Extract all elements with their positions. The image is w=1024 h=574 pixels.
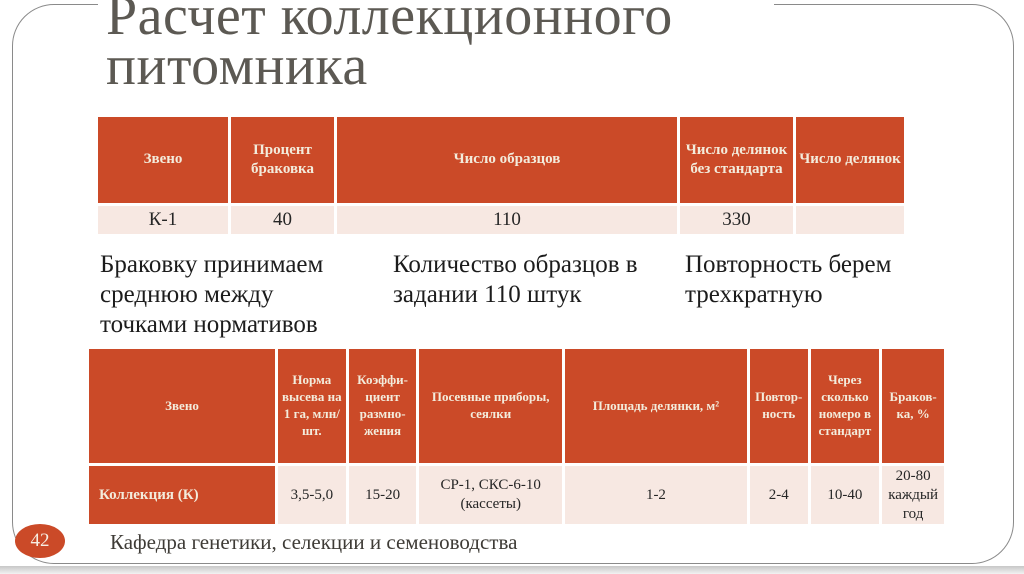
slide-title-line2: питомника <box>106 35 368 97</box>
calc-header-plots: Число делянок <box>796 117 904 203</box>
calc-header-plots-no-standard: Число делянок без стандарта <box>680 117 793 203</box>
norms-header-plot-area: Площадь делянки, м² <box>564 349 747 463</box>
note-samples-count: Количество образцов в задании 110 штук <box>393 251 638 308</box>
norms-header-coefficient: Коэффи-циент размно-жения <box>348 349 417 463</box>
norms-cell-seeders: СР-1, СКС-6-10 (кассеты) <box>419 466 562 525</box>
calc-table-data-row: К-1 40 110 330 <box>98 206 904 234</box>
slide-title: Расчет коллекционного питомника <box>98 0 774 97</box>
calc-cell-plots-no-standard: 330 <box>680 206 793 234</box>
norms-cell-standard-interval: 10-40 <box>810 466 880 525</box>
norms-header-seeders: Посевные приборы, сеялки <box>419 349 562 463</box>
norms-header-repetition: Повтор-ность <box>749 349 808 463</box>
note-brakovka: Браковку принимаем среднюю между точками… <box>100 251 324 338</box>
footer-department: Кафедра генетики, селекции и семеноводст… <box>110 530 518 554</box>
note-repetition: Повторность берем трехкратную <box>685 251 892 308</box>
norms-cell-plot-area: 1-2 <box>564 466 747 525</box>
slide-title-line1: Расчет коллекционного <box>106 0 673 47</box>
norms-table-data-row: Коллекция (К) 3,5-5,0 15-20 СР-1, СКС-6-… <box>89 466 944 525</box>
calc-cell-plots <box>796 206 904 234</box>
slide-bottom-edge <box>0 566 1024 574</box>
calc-cell-zveno: К-1 <box>98 206 228 234</box>
norms-cell-zveno: Коллекция (К) <box>89 466 275 525</box>
calc-cell-samples: 110 <box>337 206 677 234</box>
norms-table: Звено Норма высева на 1 га, млн/шт. Коэф… <box>86 346 947 527</box>
calc-table-header-row: Звено Процент браковка Число образцов Чи… <box>98 117 904 203</box>
norms-header-brakovka: Браков-ка, % <box>882 349 944 463</box>
calc-table: Звено Процент браковка Число образцов Чи… <box>95 114 907 237</box>
norms-header-standard-interval: Через сколько номеро в стандарт <box>810 349 880 463</box>
calc-header-percent: Процент браковка <box>231 117 334 203</box>
norms-cell-seed-rate: 3,5-5,0 <box>278 466 346 525</box>
norms-cell-repetition: 2-4 <box>749 466 808 525</box>
calc-header-samples: Число образцов <box>337 117 677 203</box>
calc-cell-percent: 40 <box>231 206 334 234</box>
calc-header-zveno: Звено <box>98 117 228 203</box>
norms-header-zveno: Звено <box>89 349 275 463</box>
norms-table-header-row: Звено Норма высева на 1 га, млн/шт. Коэф… <box>89 349 944 463</box>
norms-cell-brakovka: 20-80 каждый год <box>882 466 944 525</box>
page-number-badge: 42 <box>15 524 65 558</box>
norms-cell-coefficient: 15-20 <box>348 466 417 525</box>
norms-header-seed-rate: Норма высева на 1 га, млн/шт. <box>278 349 346 463</box>
